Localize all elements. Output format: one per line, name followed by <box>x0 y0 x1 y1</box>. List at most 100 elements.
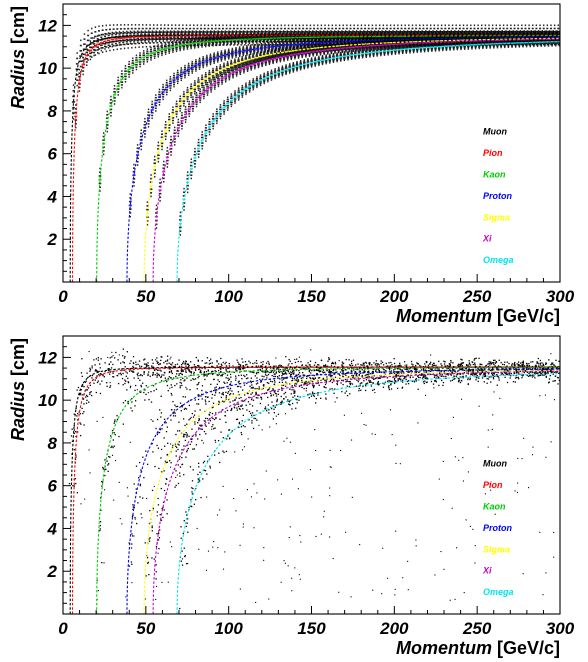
data-point <box>201 59 205 62</box>
data-point <box>502 30 505 33</box>
data-point <box>152 38 156 41</box>
data-point <box>279 53 282 56</box>
data-point <box>253 37 256 39</box>
data-point <box>180 39 183 42</box>
data-point <box>233 66 236 69</box>
data-point <box>166 93 168 96</box>
data-point <box>315 38 317 40</box>
data-point <box>167 27 170 30</box>
data-point <box>351 44 355 47</box>
data-point <box>182 95 186 98</box>
data-point <box>422 30 425 33</box>
data-point <box>415 27 418 30</box>
data-point <box>238 66 242 69</box>
data-point <box>143 50 145 52</box>
data-point <box>233 37 237 40</box>
data-point <box>524 27 527 30</box>
data-point <box>365 40 368 43</box>
data-point <box>343 33 346 35</box>
data-point <box>253 64 257 67</box>
data-point <box>340 37 343 40</box>
data-point <box>175 100 178 103</box>
data-point <box>295 50 299 53</box>
data-point <box>194 92 196 95</box>
data-point <box>164 138 167 141</box>
data-point <box>490 30 493 32</box>
data-point <box>203 97 205 100</box>
data-point <box>268 55 271 58</box>
data-point <box>153 169 157 171</box>
data-point <box>269 31 272 33</box>
data-point <box>350 48 353 50</box>
data-point <box>253 43 255 46</box>
data-point <box>155 38 158 41</box>
data-point <box>270 56 273 59</box>
data-point <box>200 39 204 42</box>
data-point <box>371 24 374 27</box>
data-point <box>159 182 162 184</box>
data-point <box>379 32 382 35</box>
data-point <box>295 48 299 50</box>
data-point <box>414 30 418 33</box>
data-point <box>242 65 246 67</box>
data-point <box>171 111 175 114</box>
data-point <box>425 39 428 41</box>
data-point <box>339 37 342 39</box>
data-point <box>379 35 383 38</box>
data-point <box>329 31 332 34</box>
data-point <box>244 61 248 63</box>
data-point <box>230 61 233 63</box>
data-point <box>245 52 248 55</box>
data-point <box>451 27 454 30</box>
data-point <box>465 43 468 45</box>
data-point <box>175 43 178 46</box>
data-point <box>282 48 285 51</box>
data-point <box>193 24 195 27</box>
data-point <box>82 70 85 72</box>
data-point <box>290 58 293 61</box>
data-point <box>324 37 328 40</box>
data-point <box>270 50 273 53</box>
data-point <box>111 43 114 46</box>
data-point <box>234 54 237 57</box>
data-point <box>118 44 121 46</box>
data-point <box>235 31 238 34</box>
data-point <box>169 78 172 80</box>
data-point <box>115 44 117 47</box>
data-point <box>434 32 437 35</box>
data-point <box>352 30 354 32</box>
data-point <box>94 26 97 28</box>
data-point <box>158 101 161 103</box>
data-point <box>213 60 216 63</box>
data-point <box>434 38 437 41</box>
data-point <box>179 49 181 52</box>
data-point <box>129 40 132 43</box>
data-point <box>116 28 119 30</box>
data-point <box>201 46 203 48</box>
data-point <box>556 30 560 33</box>
data-point <box>256 52 258 54</box>
data-point <box>238 68 242 71</box>
data-point <box>202 64 205 67</box>
data-point <box>322 50 326 53</box>
data-point <box>197 87 200 90</box>
data-point <box>306 35 310 37</box>
data-point <box>204 75 208 78</box>
data-point <box>147 120 150 122</box>
data-point <box>83 38 86 40</box>
data-point <box>191 30 194 32</box>
data-point <box>399 44 402 47</box>
data-point <box>304 35 307 38</box>
data-point <box>453 33 456 35</box>
data-point <box>203 84 205 87</box>
data-point <box>197 38 200 41</box>
data-point <box>98 25 100 28</box>
data-point <box>124 67 127 70</box>
data-point <box>293 50 296 53</box>
data-point <box>348 30 350 32</box>
data-point <box>472 33 474 35</box>
data-point <box>280 40 283 43</box>
data-point <box>359 47 362 49</box>
data-point <box>335 24 337 27</box>
data-point <box>301 56 303 59</box>
